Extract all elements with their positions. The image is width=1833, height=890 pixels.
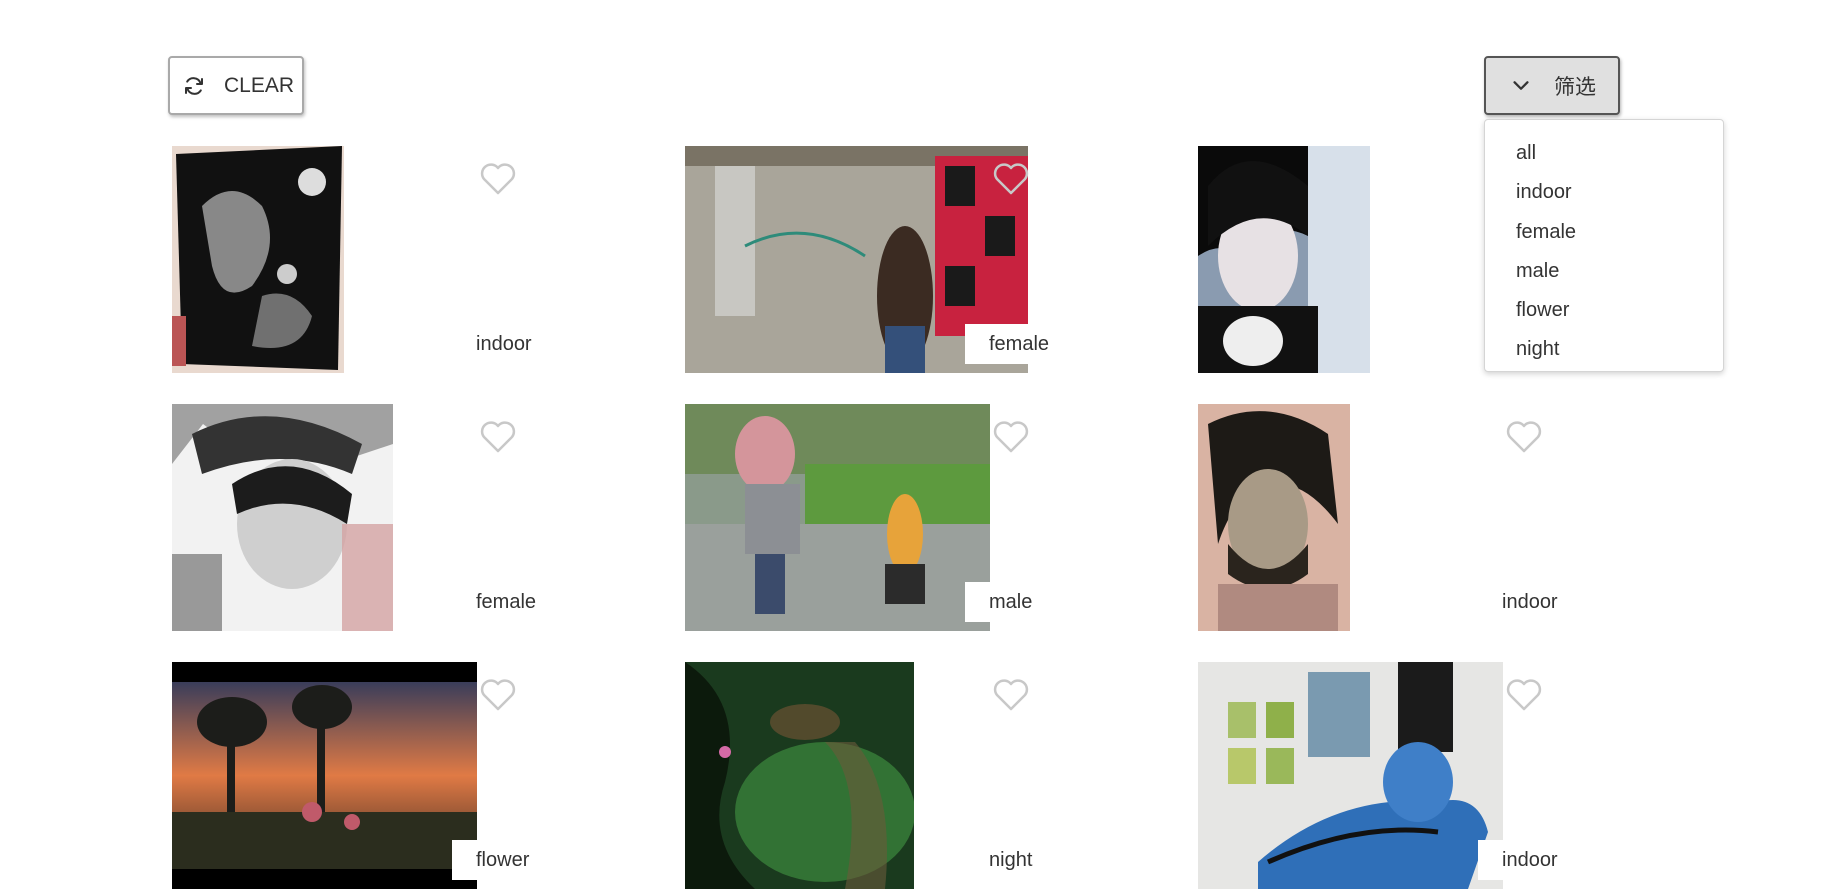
clear-label: CLEAR [224,73,295,97]
gallery-card: female [685,146,1105,373]
heart-outline-icon[interactable] [1504,417,1544,455]
heart-outline-icon[interactable] [478,675,518,713]
photo-night-forest[interactable] [685,662,914,889]
filter-option-flower[interactable]: flower [1516,299,1570,322]
chevron-down-icon [1513,80,1529,90]
photo-tag: female [452,582,551,622]
photo-gallery-mural[interactable] [1198,662,1503,889]
photo-tag: indoor [1478,582,1572,622]
heart-outline-icon[interactable] [991,159,1031,197]
photo-park-masks[interactable] [685,404,990,631]
filter-label: 筛选 [1554,75,1596,99]
heart-outline-icon[interactable] [1504,675,1544,713]
gallery-card: indoor [172,146,592,373]
gallery-card: female [172,404,592,631]
heart-outline-icon[interactable] [991,675,1031,713]
gallery-card: flower [172,662,592,889]
photo-sunset-garden[interactable] [172,662,477,889]
photo-tag: flower [452,840,544,880]
photo-tag: indoor [452,324,546,364]
filter-option-female[interactable]: female [1516,220,1577,243]
photo-tag: indoor [1478,840,1572,880]
filter-option-night[interactable]: night [1516,338,1560,361]
filter-option-male[interactable]: male [1516,259,1560,282]
filter-button[interactable]: 筛选 [1484,56,1620,115]
gallery-card [1198,146,1618,373]
heart-outline-icon[interactable] [478,159,518,197]
filter-option-all[interactable]: all [1516,142,1537,164]
filter-option-indoor[interactable]: indoor [1516,181,1572,204]
filter-dropdown-menu: all indoor female male flower night [1484,119,1724,372]
photo-tag: night [965,840,1047,880]
photo-sketch-art[interactable] [172,146,344,373]
refresh-icon [185,76,203,95]
heart-outline-icon[interactable] [991,417,1031,455]
heart-outline-icon[interactable] [478,417,518,455]
gallery-card: indoor [1198,404,1618,631]
photo-street-wall[interactable] [685,146,1028,373]
photo-tag: female [965,324,1064,364]
gallery-card: male [685,404,1105,631]
clear-button[interactable]: CLEAR [168,56,304,115]
photo-smiling-woman[interactable] [172,404,393,631]
photo-bearded-man[interactable] [1198,404,1350,631]
gallery-card: indoor [1198,662,1618,889]
photo-tag: male [965,582,1047,622]
gallery-card: night [685,662,1105,889]
photo-emo-portrait[interactable] [1198,146,1370,373]
